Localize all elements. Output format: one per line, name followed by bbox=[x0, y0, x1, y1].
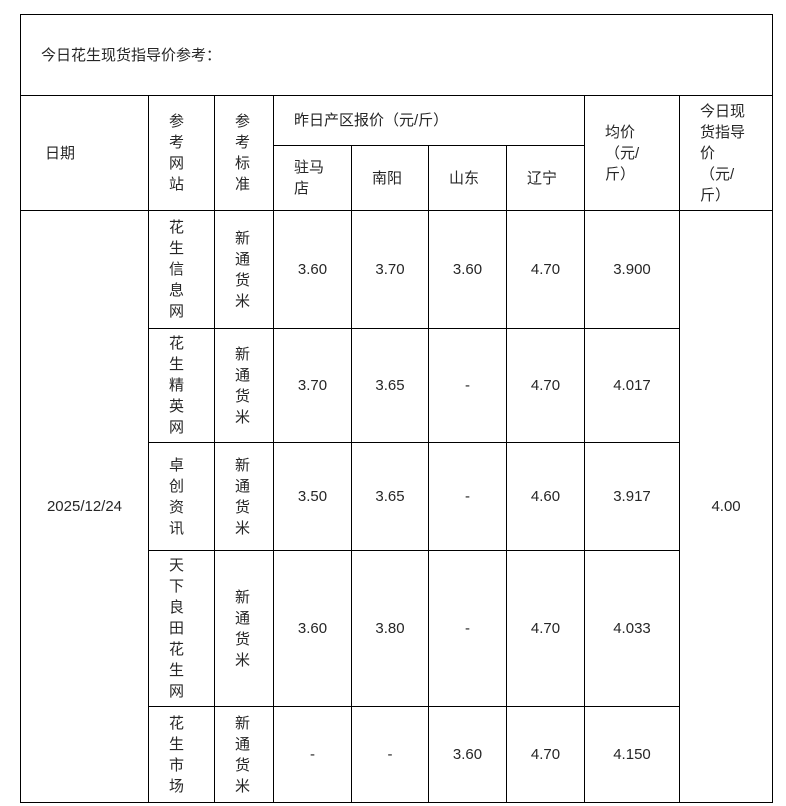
price-cell-nanyang: 3.65 bbox=[351, 328, 429, 443]
header-average-price: 均价 （元/ 斤） bbox=[584, 95, 680, 211]
site-cell: 花生精英网 bbox=[148, 328, 215, 443]
header-ref-site-label: 参考网站 bbox=[169, 113, 185, 193]
standard-label: 新通货米 bbox=[235, 456, 251, 537]
header-ref-standard: 参考标准 bbox=[214, 95, 274, 211]
site-cell: 花生信息网 bbox=[148, 210, 215, 329]
price-cell-liaoning: 4.70 bbox=[506, 210, 585, 329]
avg-price-cell: 4.033 bbox=[584, 550, 680, 707]
header-region-liaoning-label: 辽宁 bbox=[527, 169, 558, 187]
avg-price-cell: 4.150 bbox=[584, 706, 680, 803]
site-label: 花生信息网 bbox=[169, 219, 185, 320]
avg-price-cell: 3.900 bbox=[584, 210, 680, 329]
site-cell: 卓创资讯 bbox=[148, 442, 215, 551]
table-title: 今日花生现货指导价参考： bbox=[19, 14, 774, 96]
header-region-liaoning: 辽宁 bbox=[506, 145, 585, 211]
header-region-zhumadian: 驻马店 bbox=[273, 145, 352, 211]
standard-label: 新通货米 bbox=[235, 345, 251, 426]
standard-cell: 新通货米 bbox=[214, 706, 274, 803]
header-yesterday-quotes-group: 昨日产区报价（元/斤） bbox=[273, 95, 585, 146]
site-label: 花生精英网 bbox=[169, 335, 185, 436]
date-value: 2025/12/24 bbox=[20, 210, 149, 803]
header-region-shandong: 山东 bbox=[428, 145, 507, 211]
header-today-guide-price: 今日现 货指导 价 （元/ 斤） bbox=[678, 95, 774, 211]
site-cell: 花生市场 bbox=[148, 706, 215, 803]
price-cell-shandong: - bbox=[428, 328, 507, 443]
price-cell-nanyang: 3.80 bbox=[351, 550, 429, 707]
price-cell-zhumadian: 3.50 bbox=[273, 442, 352, 551]
standard-label: 新通货米 bbox=[235, 714, 251, 795]
header-ref-standard-label: 参考标准 bbox=[235, 113, 251, 193]
peanut-price-table: 今日花生现货指导价参考： 日期 参考网站 参考标准 昨日产区报价（元/斤） 均价… bbox=[19, 14, 774, 803]
site-label: 卓创资讯 bbox=[169, 456, 185, 537]
standard-cell: 新通货米 bbox=[214, 328, 274, 443]
price-cell-shandong: 3.60 bbox=[428, 210, 507, 329]
standard-cell: 新通货米 bbox=[214, 442, 274, 551]
table-row: 2025/12/24 花生信息网 新通货米 3.60 3.70 3.60 4.7… bbox=[20, 210, 774, 803]
price-cell-liaoning: 4.70 bbox=[506, 328, 585, 443]
price-cell-zhumadian: 3.60 bbox=[273, 550, 352, 707]
site-cell: 天下良田花生网 bbox=[148, 550, 215, 707]
header-region-nanyang-label: 南阳 bbox=[372, 169, 403, 187]
standard-cell: 新通货米 bbox=[214, 210, 274, 329]
header-date: 日期 bbox=[20, 95, 149, 211]
price-cell-zhumadian: 3.70 bbox=[273, 328, 352, 443]
price-cell-nanyang: 3.65 bbox=[351, 442, 429, 551]
header-region-shandong-label: 山东 bbox=[449, 169, 480, 187]
header-region-zhumadian-label: 驻马店 bbox=[294, 159, 325, 197]
price-cell-liaoning: 4.70 bbox=[506, 550, 585, 707]
table-row: 天下良田花生网 新通货米 3.60 3.80 - 4.70 4.033 bbox=[21, 550, 773, 707]
price-cell-nanyang: - bbox=[351, 706, 429, 803]
price-cell-nanyang: 3.70 bbox=[351, 210, 429, 329]
price-cell-shandong: 3.60 bbox=[428, 706, 507, 803]
header-ref-site: 参考网站 bbox=[148, 95, 215, 211]
price-cell-zhumadian: - bbox=[273, 706, 352, 803]
table-row: 花生精英网 新通货米 3.70 3.65 - 4.70 4.017 bbox=[21, 328, 773, 443]
price-cell-zhumadian: 3.60 bbox=[273, 210, 352, 329]
table-row: 花生市场 新通货米 - - 3.60 4.70 4.150 bbox=[21, 706, 773, 803]
price-cell-shandong: - bbox=[428, 442, 507, 551]
avg-price-cell: 4.017 bbox=[584, 328, 680, 443]
table-row: 卓创资讯 新通货米 3.50 3.65 - 4.60 3.917 bbox=[21, 442, 773, 551]
price-cell-liaoning: 4.60 bbox=[506, 442, 585, 551]
standard-label: 新通货米 bbox=[235, 588, 251, 669]
standard-label: 新通货米 bbox=[235, 229, 251, 310]
header-region-nanyang: 南阳 bbox=[351, 145, 429, 211]
today-guide-price-value: 4.00 bbox=[678, 210, 774, 803]
standard-cell: 新通货米 bbox=[214, 550, 274, 707]
site-label: 天下良田花生网 bbox=[169, 557, 185, 700]
price-cell-shandong: - bbox=[428, 550, 507, 707]
price-cell-liaoning: 4.70 bbox=[506, 706, 585, 803]
site-label: 花生市场 bbox=[169, 714, 185, 795]
avg-price-cell: 3.917 bbox=[584, 442, 680, 551]
